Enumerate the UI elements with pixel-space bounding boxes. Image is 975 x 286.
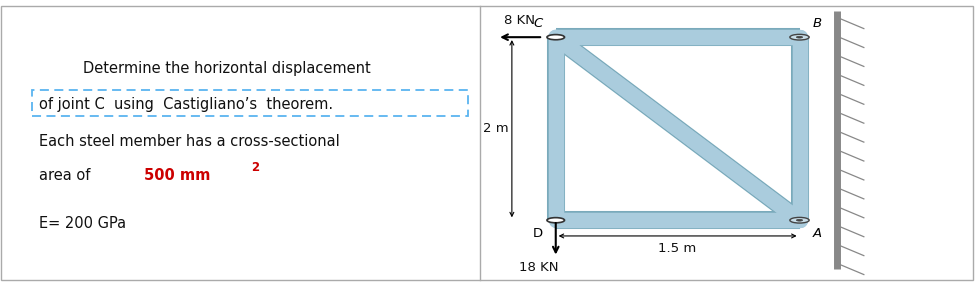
Text: B: B bbox=[812, 17, 822, 30]
Circle shape bbox=[547, 35, 565, 40]
Circle shape bbox=[797, 219, 802, 221]
Text: of joint C  using  Castigliano’s  theorem.: of joint C using Castigliano’s theorem. bbox=[39, 97, 333, 112]
Text: 8 KN: 8 KN bbox=[504, 13, 535, 27]
Text: D: D bbox=[533, 227, 543, 241]
Text: area of: area of bbox=[39, 168, 95, 183]
Text: E= 200 GPa: E= 200 GPa bbox=[39, 216, 126, 231]
Circle shape bbox=[797, 36, 802, 38]
Circle shape bbox=[547, 218, 565, 223]
Text: 2 m: 2 m bbox=[484, 122, 509, 135]
Text: Each steel member has a cross-sectional: Each steel member has a cross-sectional bbox=[39, 134, 339, 149]
Text: 2: 2 bbox=[252, 161, 259, 174]
Text: Determine the horizontal displacement: Determine the horizontal displacement bbox=[83, 61, 370, 76]
Text: C: C bbox=[533, 17, 543, 30]
Circle shape bbox=[790, 217, 809, 223]
Text: 1.5 m: 1.5 m bbox=[658, 242, 697, 255]
Circle shape bbox=[790, 34, 809, 40]
Text: A: A bbox=[812, 227, 822, 241]
Text: 18 KN: 18 KN bbox=[520, 261, 559, 274]
Text: 500 mm: 500 mm bbox=[144, 168, 215, 183]
